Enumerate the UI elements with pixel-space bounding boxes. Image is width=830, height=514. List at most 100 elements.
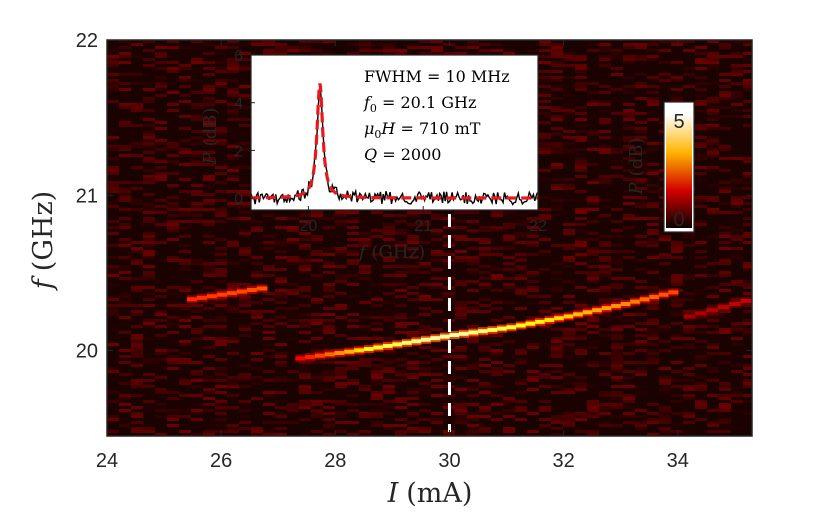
noise-cell bbox=[203, 403, 215, 406]
noise-cell bbox=[635, 409, 647, 412]
noise-cell bbox=[695, 88, 707, 91]
noise-cell bbox=[467, 220, 479, 223]
noise-cell bbox=[503, 211, 515, 214]
noise-cell bbox=[635, 385, 647, 388]
noise-cell bbox=[479, 229, 491, 232]
trace-segment-main-branch bbox=[563, 314, 574, 319]
noise-cell bbox=[299, 223, 311, 226]
noise-cell bbox=[239, 232, 251, 235]
noise-cell bbox=[155, 295, 167, 298]
noise-cell bbox=[491, 265, 503, 268]
noise-cell bbox=[239, 52, 251, 55]
noise-cell bbox=[323, 409, 335, 412]
y-axis-label: f(GHz) bbox=[28, 191, 59, 291]
noise-cell bbox=[707, 367, 719, 370]
noise-cell bbox=[131, 106, 143, 109]
noise-cell bbox=[239, 250, 251, 253]
noise-cell bbox=[551, 403, 563, 406]
noise-cell bbox=[467, 46, 479, 49]
noise-cell bbox=[563, 388, 575, 391]
noise-cell bbox=[551, 352, 563, 355]
noise-cell bbox=[695, 289, 707, 292]
noise-cell bbox=[143, 211, 155, 214]
noise-cell bbox=[491, 295, 503, 298]
noise-cell bbox=[419, 265, 431, 268]
noise-cell bbox=[167, 46, 179, 49]
noise-cell bbox=[359, 433, 371, 436]
noise-cell bbox=[455, 349, 467, 352]
noise-cell bbox=[275, 361, 287, 364]
noise-cell bbox=[203, 286, 215, 289]
noise-cell bbox=[587, 316, 599, 319]
noise-cell bbox=[203, 133, 215, 136]
noise-cell bbox=[455, 421, 467, 424]
noise-cell bbox=[215, 61, 227, 64]
noise-cell bbox=[575, 385, 587, 388]
noise-cell bbox=[155, 76, 167, 79]
noise-cell bbox=[443, 268, 455, 271]
noise-cell bbox=[623, 139, 635, 142]
noise-cell bbox=[647, 271, 659, 274]
noise-cell bbox=[275, 277, 287, 280]
noise-cell bbox=[407, 367, 419, 370]
noise-cell bbox=[323, 52, 335, 55]
noise-cell bbox=[299, 256, 311, 259]
noise-cell bbox=[743, 124, 752, 127]
noise-cell bbox=[347, 325, 359, 328]
noise-cell bbox=[743, 310, 752, 313]
noise-cell bbox=[203, 103, 215, 106]
noise-cell bbox=[227, 46, 239, 49]
noise-cell bbox=[263, 298, 275, 301]
noise-cell bbox=[551, 385, 563, 388]
noise-cell bbox=[671, 283, 683, 286]
noise-cell bbox=[491, 349, 503, 352]
noise-cell bbox=[647, 334, 659, 337]
noise-cell bbox=[155, 391, 167, 394]
noise-cell bbox=[563, 349, 575, 352]
noise-cell bbox=[611, 262, 623, 265]
noise-cell bbox=[635, 361, 647, 364]
noise-cell bbox=[335, 211, 347, 214]
noise-cell bbox=[743, 304, 752, 307]
noise-cell bbox=[635, 268, 647, 271]
noise-cell bbox=[359, 247, 371, 250]
noise-cell bbox=[647, 91, 659, 94]
noise-cell bbox=[155, 349, 167, 352]
noise-cell bbox=[611, 358, 623, 361]
y-axis-label-symbol: f bbox=[28, 275, 59, 291]
noise-cell bbox=[419, 295, 431, 298]
noise-cell bbox=[371, 304, 383, 307]
noise-cell bbox=[539, 304, 551, 307]
noise-cell bbox=[239, 85, 251, 88]
noise-cell bbox=[311, 385, 323, 388]
noise-cell bbox=[311, 217, 323, 220]
noise-cell bbox=[239, 247, 251, 250]
noise-cell bbox=[191, 409, 203, 412]
noise-cell bbox=[239, 154, 251, 157]
noise-cell bbox=[623, 127, 635, 130]
annotation-fwhm: FWHM = 10 MHz bbox=[364, 67, 510, 86]
noise-cell bbox=[155, 304, 167, 307]
noise-cell bbox=[743, 154, 752, 157]
noise-cell bbox=[563, 55, 575, 58]
noise-cell bbox=[743, 322, 752, 325]
noise-cell bbox=[119, 292, 131, 295]
noise-cell bbox=[335, 304, 347, 307]
inset-y-tick-label: 0 bbox=[234, 191, 243, 208]
trace-segment-main-branch bbox=[487, 327, 498, 332]
noise-cell bbox=[275, 283, 287, 286]
noise-cell bbox=[647, 97, 659, 100]
noise-cell bbox=[599, 154, 611, 157]
noise-cell bbox=[143, 337, 155, 340]
noise-cell bbox=[107, 184, 119, 187]
noise-cell bbox=[419, 298, 431, 301]
noise-cell bbox=[479, 409, 491, 412]
noise-cell bbox=[599, 73, 611, 76]
noise-cell bbox=[587, 82, 599, 85]
noise-cell bbox=[359, 244, 371, 247]
noise-cell bbox=[683, 298, 695, 301]
noise-cell bbox=[551, 106, 563, 109]
noise-cell bbox=[323, 388, 335, 391]
noise-cell bbox=[191, 337, 203, 340]
